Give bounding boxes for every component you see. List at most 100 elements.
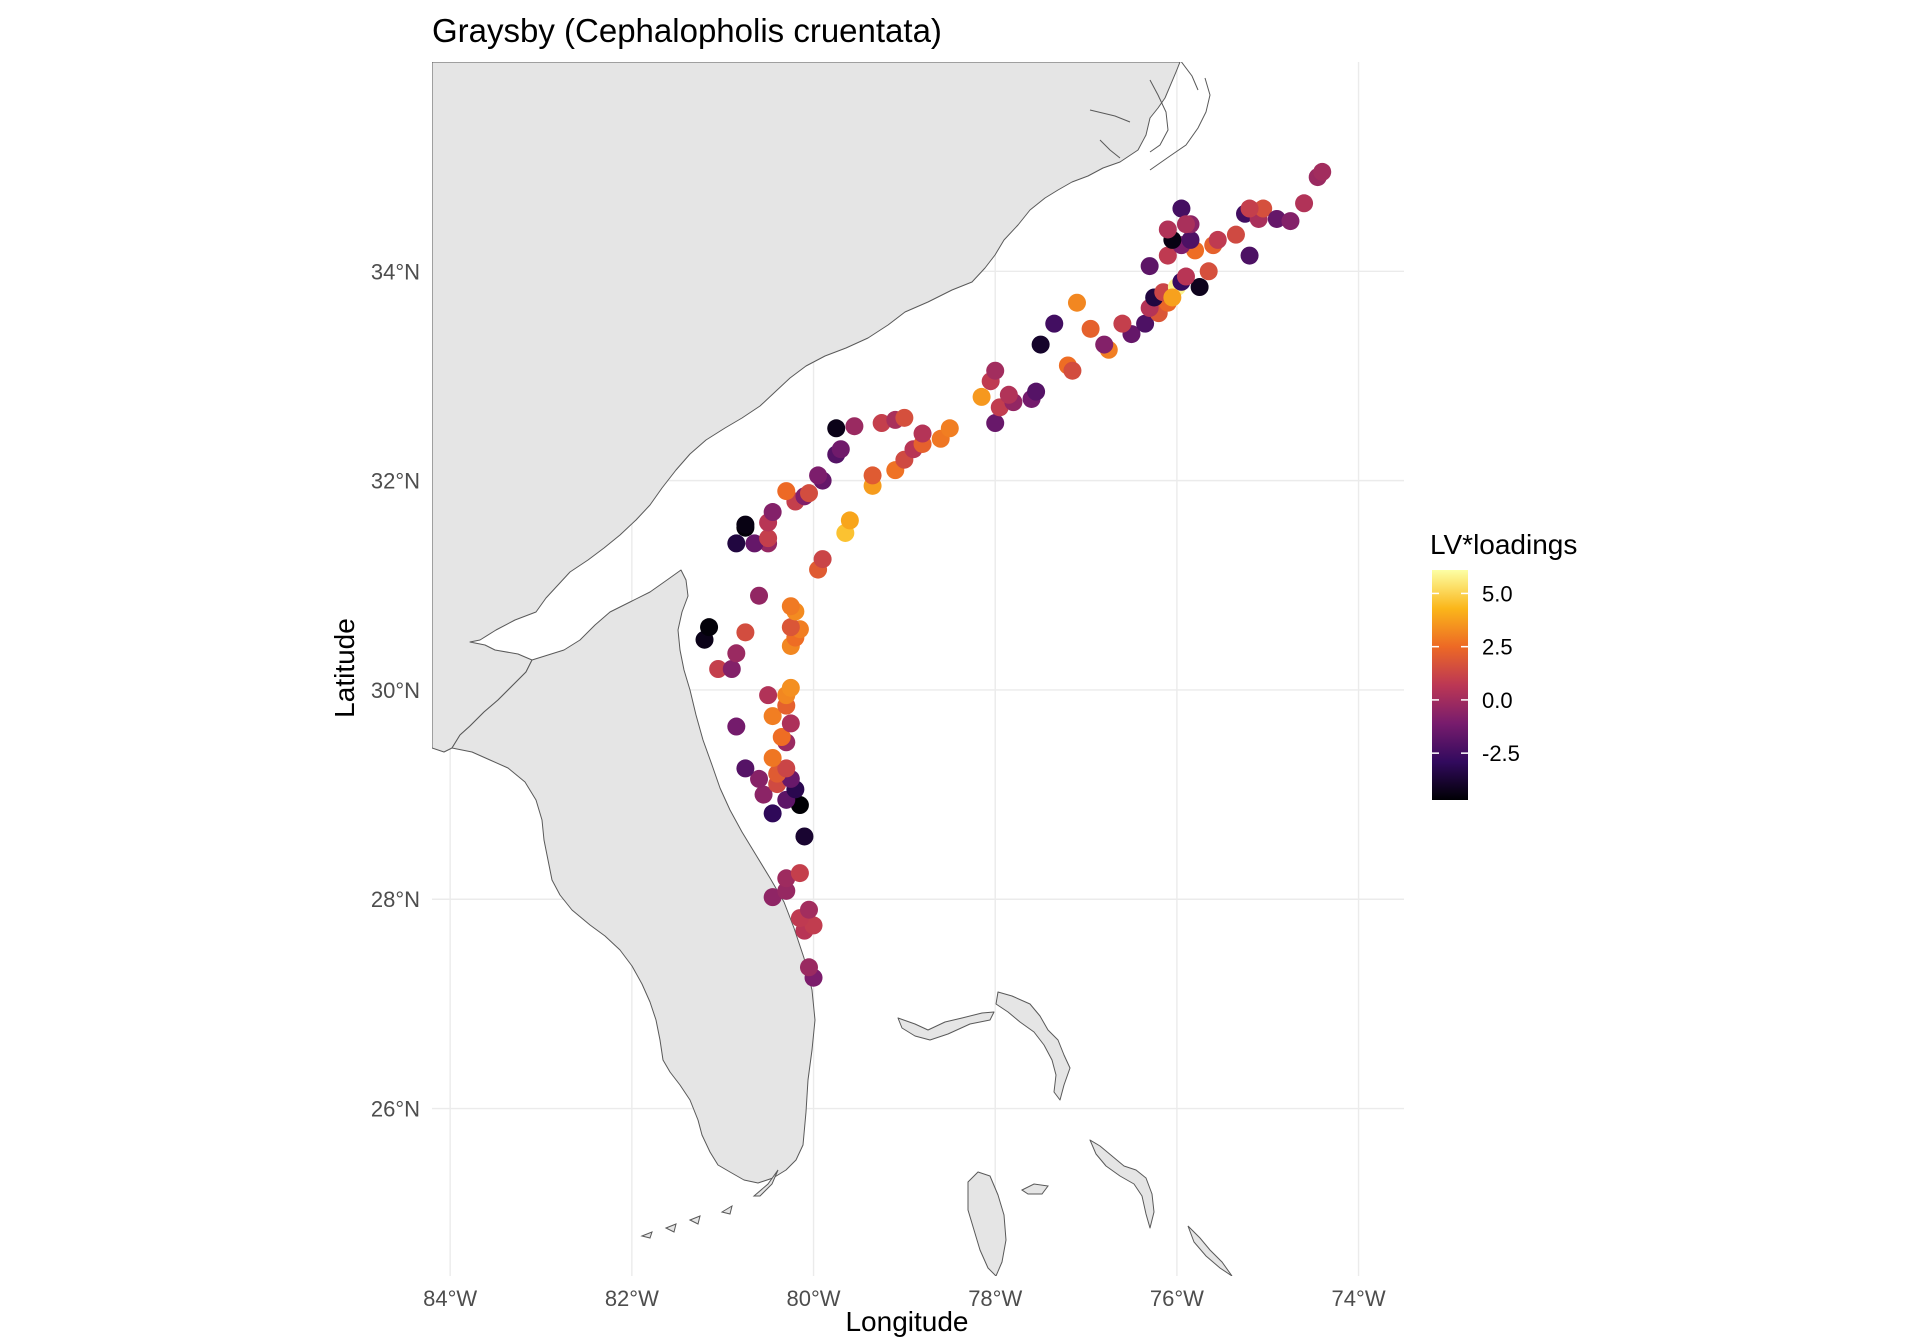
data-point	[736, 623, 755, 642]
x-tick-label: 76°W	[1150, 1286, 1204, 1311]
x-tick-label: 74°W	[1332, 1286, 1386, 1311]
data-point	[750, 769, 769, 788]
data-point	[727, 644, 746, 663]
land-grand-bahama	[897, 1011, 995, 1041]
data-point	[1295, 194, 1314, 213]
land-eleuthera	[1089, 1139, 1155, 1229]
data-point	[763, 503, 782, 522]
land-barrier-islands	[1089, 62, 1211, 171]
data-point	[972, 387, 991, 406]
data-point	[1240, 246, 1259, 265]
data-point	[986, 361, 1005, 380]
data-point	[1163, 288, 1182, 307]
data-point	[1181, 230, 1200, 249]
data-point	[777, 759, 796, 778]
data-point	[1199, 262, 1218, 281]
legend-colorbar	[1432, 570, 1468, 800]
data-point	[736, 759, 755, 778]
data-point	[722, 660, 741, 678]
data-point	[795, 827, 814, 846]
legend-title: LV*loadings	[1430, 529, 1577, 560]
data-point	[1140, 257, 1159, 276]
data-point	[781, 597, 800, 616]
data-point	[845, 417, 864, 436]
basemap	[432, 62, 1233, 1276]
data-point	[777, 869, 796, 888]
data-point	[781, 678, 800, 697]
data-point	[727, 717, 746, 736]
data-point	[781, 714, 800, 733]
data-point	[1176, 267, 1195, 286]
data-point	[799, 958, 818, 977]
data-point	[1313, 162, 1332, 181]
legend-tick-label: 2.5	[1482, 635, 1513, 660]
data-point	[986, 414, 1005, 433]
data-point	[840, 511, 859, 530]
data-point	[1240, 199, 1259, 218]
data-point	[1113, 314, 1132, 333]
data-point	[763, 804, 782, 823]
data-point	[1095, 335, 1114, 354]
data-point	[777, 482, 796, 501]
land-small-island-1	[1021, 1183, 1049, 1195]
y-tick-label: 32°N	[371, 469, 420, 494]
data-point	[809, 466, 828, 485]
y-tick-label: 34°N	[371, 259, 420, 284]
data-point	[777, 881, 796, 900]
data-point	[895, 408, 914, 427]
data-point	[1190, 278, 1209, 297]
data-point	[913, 424, 932, 443]
data-point	[1136, 314, 1155, 333]
data-point	[799, 900, 818, 919]
data-point	[1176, 215, 1195, 234]
data-point	[759, 529, 778, 548]
data-point	[1281, 212, 1300, 231]
data-point	[1027, 382, 1046, 401]
data-point	[1208, 230, 1227, 249]
x-tick-label: 82°W	[605, 1286, 659, 1311]
data-point	[727, 534, 746, 553]
y-tick-label: 30°N	[371, 678, 420, 703]
legend-ticks: 5.0 2.5 0.0 -2.5	[1432, 581, 1520, 766]
x-axis: 84°W 82°W 80°W 78°W 76°W 74°W	[423, 1286, 1386, 1311]
data-point	[1172, 199, 1191, 218]
data-point	[1226, 225, 1245, 244]
data-point	[872, 414, 891, 433]
x-tick-label: 80°W	[787, 1286, 841, 1311]
data-point	[1031, 335, 1050, 354]
data-point	[700, 618, 719, 637]
data-point	[745, 534, 764, 553]
data-point	[763, 707, 782, 726]
x-tick-label: 78°W	[968, 1286, 1022, 1311]
data-point	[1254, 199, 1273, 218]
land-florida-keys	[640, 1169, 779, 1239]
data-point	[813, 550, 832, 569]
points-layer	[695, 162, 1332, 987]
land-florida	[451, 569, 816, 1184]
data-point	[799, 484, 818, 503]
legend-tick-label: -2.5	[1482, 741, 1520, 766]
land-andros	[967, 1171, 1007, 1276]
data-point	[804, 916, 823, 935]
land-small-island-2	[1187, 1225, 1233, 1276]
legend-tick-label: 0.0	[1482, 688, 1513, 713]
data-point	[1063, 361, 1082, 380]
data-point	[709, 660, 728, 678]
data-point	[940, 419, 959, 438]
data-point	[1267, 209, 1286, 228]
data-point	[763, 748, 782, 767]
data-point	[1158, 220, 1177, 239]
data-point	[763, 888, 782, 907]
data-point	[827, 419, 846, 438]
x-axis-title: Longitude	[845, 1306, 968, 1337]
legend-tick-label: 5.0	[1482, 581, 1513, 606]
data-point	[831, 440, 850, 459]
land-great-abaco	[995, 991, 1071, 1101]
y-axis-title: Latitude	[329, 618, 360, 718]
data-point	[1067, 293, 1086, 312]
land-mainland	[432, 62, 1181, 753]
data-point	[790, 864, 809, 883]
data-point	[790, 796, 809, 815]
y-tick-label: 28°N	[371, 887, 420, 912]
